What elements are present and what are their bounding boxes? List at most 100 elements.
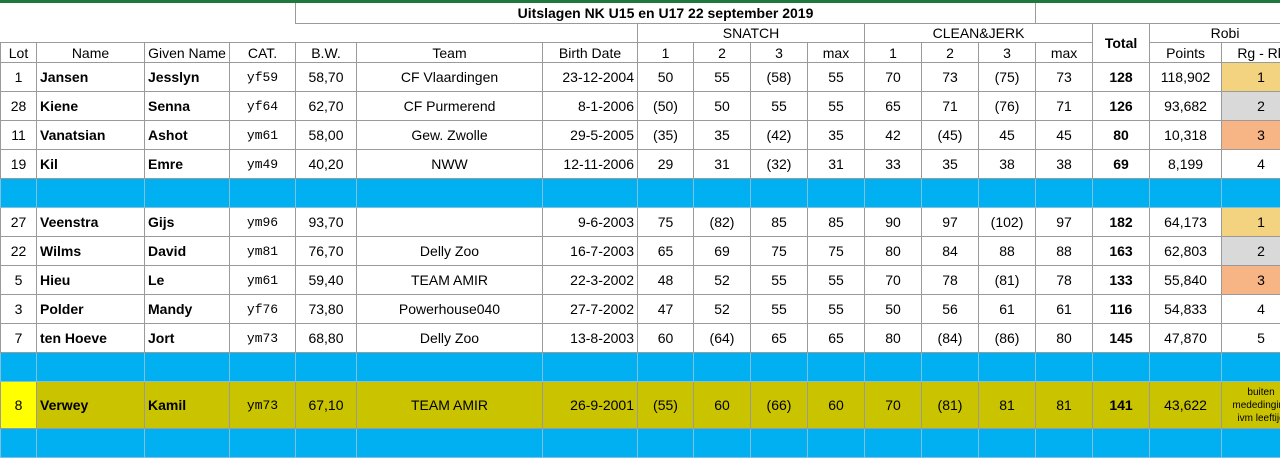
points-cell: 8,199	[1149, 149, 1223, 179]
separator-cell	[921, 352, 979, 382]
snatch-3-cell: 55	[750, 294, 808, 324]
snatch-header: SNATCH	[637, 23, 865, 43]
birth-date-cell: 29-5-2005	[542, 120, 638, 150]
cj-1-cell: 70	[864, 381, 922, 429]
separator-cell	[637, 352, 694, 382]
snatch-attempt-1-header: 1	[637, 42, 694, 63]
given-name-cell: Le	[144, 265, 230, 295]
separator-cell	[637, 428, 694, 458]
cj-max-cell: 61	[1035, 294, 1094, 324]
robi-header: Robi	[1149, 23, 1280, 43]
separator-cell	[295, 428, 357, 458]
cj-1-cell: 33	[864, 149, 922, 179]
snatch-1-cell: (35)	[637, 120, 694, 150]
bodyweight-cell: 68,80	[295, 323, 357, 353]
name-cell: Kil	[36, 149, 145, 179]
total-cell: 133	[1092, 265, 1151, 295]
snatch-3-cell: (42)	[750, 120, 808, 150]
category-cell: yf59	[229, 62, 296, 92]
separator-cell	[693, 178, 751, 208]
rank-cell: 5	[1221, 323, 1280, 353]
separator-cell	[977, 352, 1037, 382]
total-cell: 69	[1092, 149, 1151, 179]
separator-cell	[921, 178, 979, 208]
separator-cell	[144, 428, 230, 458]
snatch-max-cell: 31	[807, 149, 865, 179]
given-name-cell: Ashot	[144, 120, 230, 150]
total-cell: 141	[1092, 381, 1151, 429]
cj-3-cell: (86)	[977, 323, 1037, 353]
snatch-1-cell: 60	[637, 323, 694, 353]
rank-cell: 4	[1221, 149, 1280, 179]
snatch-3-cell: 65	[750, 323, 808, 353]
snatch-max-cell: 35	[807, 120, 865, 150]
separator-cell	[144, 178, 230, 208]
cj-1-cell: 90	[864, 207, 922, 237]
bodyweight-cell: 62,70	[295, 91, 357, 121]
snatch-2-cell: 55	[693, 62, 751, 92]
separator-cell	[1035, 428, 1094, 458]
lot-cell: 19	[0, 149, 37, 179]
total-header: Total	[1092, 23, 1151, 63]
category-cell: ym73	[229, 323, 296, 353]
snatch-3-cell: 55	[750, 265, 808, 295]
snatch-3-cell: 55	[750, 91, 808, 121]
name-cell: ten Hoeve	[36, 323, 145, 353]
given-name-cell: Kamil	[144, 381, 230, 429]
separator-cell	[693, 352, 751, 382]
points-cell: 10,318	[1149, 120, 1223, 150]
snatch-max-header: max	[807, 42, 865, 63]
cj-2-cell: 73	[921, 62, 979, 92]
team-cell: Gew. Zwolle	[356, 120, 543, 150]
separator-cell	[1221, 178, 1280, 208]
name-cell: Wilms	[36, 236, 145, 266]
separator-cell	[637, 178, 694, 208]
rank-cell: 3	[1221, 120, 1280, 150]
birth-date-cell: 9-6-2003	[542, 207, 638, 237]
snatch-3-cell: (32)	[750, 149, 808, 179]
separator-cell	[1149, 428, 1223, 458]
separator-cell	[356, 428, 543, 458]
snatch-1-cell: 48	[637, 265, 694, 295]
snatch-3-cell: 75	[750, 236, 808, 266]
separator-cell	[542, 178, 638, 208]
cj-2-cell: 35	[921, 149, 979, 179]
name-cell: Vanatsian	[36, 120, 145, 150]
separator-cell	[36, 178, 145, 208]
cj-3-cell: 61	[977, 294, 1037, 324]
separator-cell	[1221, 352, 1280, 382]
birth-date-cell: 22-3-2002	[542, 265, 638, 295]
cj-2-cell: 97	[921, 207, 979, 237]
lot-header: Lot	[0, 42, 37, 63]
given-name-cell: Mandy	[144, 294, 230, 324]
cj-3-cell: (102)	[977, 207, 1037, 237]
birth-date-cell: 27-7-2002	[542, 294, 638, 324]
total-cell: 80	[1092, 120, 1151, 150]
separator-cell	[144, 352, 230, 382]
separator-cell	[356, 178, 543, 208]
birth-date-cell: 13-8-2003	[542, 323, 638, 353]
points-cell: 55,840	[1149, 265, 1223, 295]
name-cell: Jansen	[36, 62, 145, 92]
separator-cell	[295, 352, 357, 382]
points-cell: 43,622	[1149, 381, 1223, 429]
separator-cell	[807, 352, 865, 382]
lot-cell: 27	[0, 207, 37, 237]
table-row: 19 Kil Emre ym49 40,20 NWW 12-11-2006 29 31 (32) 3…	[0, 149, 1280, 179]
cj-2-cell: 56	[921, 294, 979, 324]
separator-cell	[1035, 352, 1094, 382]
separator-cell	[921, 428, 979, 458]
cj-max-cell: 81	[1035, 381, 1094, 429]
separator-cell	[1035, 178, 1094, 208]
separator-cell	[750, 178, 808, 208]
separator-cell	[229, 428, 296, 458]
team-cell: Delly Zoo	[356, 236, 543, 266]
bodyweight-cell: 67,10	[295, 381, 357, 429]
team-cell: TEAM AMIR	[356, 265, 543, 295]
snatch-1-cell: (55)	[637, 381, 694, 429]
separator-cell	[864, 352, 922, 382]
snatch-1-cell: 29	[637, 149, 694, 179]
category-cell: ym61	[229, 120, 296, 150]
team-cell: CF Vlaardingen	[356, 62, 543, 92]
bodyweight-cell: 58,00	[295, 120, 357, 150]
